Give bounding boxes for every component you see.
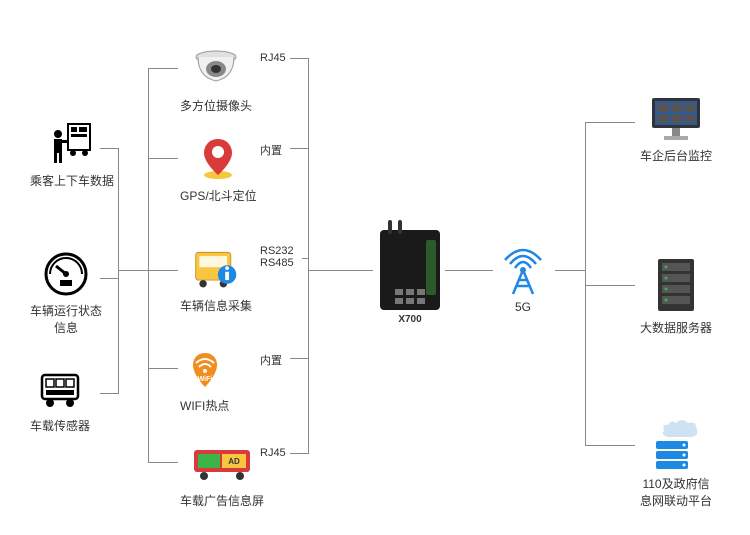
label: 5G (515, 300, 531, 314)
conn-ad: RJ45 (260, 447, 286, 459)
connector (308, 270, 373, 271)
svg-text:AD: AD (228, 457, 240, 466)
label: 110及政府信 息网联动平台 (640, 475, 712, 509)
connector (585, 445, 635, 446)
gps-icon (194, 135, 242, 183)
label: 车辆信息采集 (180, 297, 252, 314)
label: 大数据服务器 (640, 319, 712, 336)
bus-info-icon (192, 245, 240, 293)
router-icon (380, 230, 440, 310)
connector (290, 148, 308, 149)
node-ad: AD 车载广告信息屏 (180, 440, 264, 509)
connector (290, 358, 308, 359)
label: 多方位摄像头 (180, 97, 252, 114)
label: 乘客上下车数据 (30, 172, 114, 189)
conn-camera: RJ45 (260, 52, 286, 64)
connector (100, 148, 118, 149)
node-wifi: WiFi WIFI热点 (180, 345, 229, 414)
node-server: 大数据服务器 (640, 255, 712, 336)
node-router: X700 (380, 230, 440, 325)
connector (445, 270, 493, 271)
tower-icon (495, 240, 551, 296)
cloud-server-icon (646, 415, 706, 471)
node-cloud: 110及政府信 息网联动平台 (640, 415, 712, 509)
label: WIFI热点 (180, 397, 229, 414)
node-bus-sensor: 车载传感器 (30, 365, 90, 434)
gauge-icon (42, 250, 90, 298)
connector (148, 158, 178, 159)
connector (555, 270, 585, 271)
connector (290, 453, 308, 454)
monitor-icon (646, 95, 706, 143)
connector (148, 68, 178, 69)
camera-icon (192, 45, 240, 93)
connector (585, 285, 635, 286)
connector (148, 270, 178, 271)
node-bus-info: 车辆信息采集 (180, 245, 252, 314)
node-gauge: 车辆运行状态 信息 (30, 250, 102, 336)
ad-screen-icon: AD (192, 440, 252, 488)
conn-wifi: 内置 (260, 352, 282, 368)
connector (148, 368, 178, 369)
node-passenger: 乘客上下车数据 (30, 120, 114, 189)
node-camera: 多方位摄像头 (180, 45, 252, 114)
connector (148, 68, 149, 463)
node-5g: 5G (495, 240, 551, 314)
svg-text:WiFi: WiFi (197, 376, 212, 383)
label: GPS/北斗定位 (180, 187, 257, 204)
node-gps: GPS/北斗定位 (180, 135, 257, 204)
label: 车辆运行状态 信息 (30, 302, 102, 336)
node-monitor: 车企后台监控 (640, 95, 712, 164)
connector (585, 122, 586, 446)
label: 车企后台监控 (640, 147, 712, 164)
connector (308, 58, 309, 454)
passenger-icon (48, 120, 96, 168)
connector (100, 393, 118, 394)
connector (148, 462, 178, 463)
connector (118, 270, 148, 271)
label: 车载传感器 (30, 417, 90, 434)
connector (100, 278, 118, 279)
connector (118, 148, 119, 394)
label: X700 (398, 314, 421, 325)
wifi-icon: WiFi (181, 345, 229, 393)
label: 车载广告信息屏 (180, 492, 264, 509)
conn-gps: 内置 (260, 142, 282, 158)
connector (290, 58, 308, 59)
bus-sensor-icon (36, 365, 84, 413)
server-icon (650, 255, 702, 315)
conn-bus-info: RS232 RS485 (260, 245, 294, 269)
connector (585, 122, 635, 123)
